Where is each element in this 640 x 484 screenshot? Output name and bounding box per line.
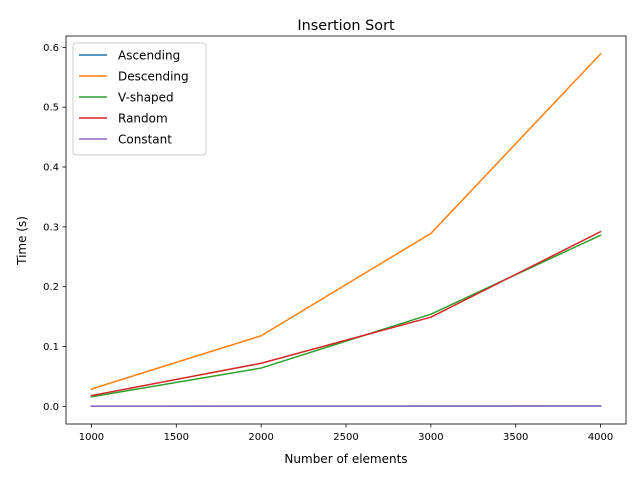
x-tick-label: 1500 (164, 432, 189, 443)
y-tick-label: 0.0 (43, 402, 59, 413)
x-tick-label: 1000 (79, 432, 104, 443)
plot-area: 1000 1500 2000 2500 3000 3500 4000 0.0 0.1 0.2 0.3… (43, 36, 626, 443)
y-tick-label: 0.1 (43, 342, 59, 353)
y-tick-label: 0.4 (43, 163, 59, 174)
y-tick-label: 0.6 (43, 43, 59, 54)
legend-label-descending: Descending (118, 70, 189, 84)
x-axis-label: Number of elements (284, 452, 407, 466)
legend-label-random: Random (118, 112, 168, 126)
x-tick-label: 3000 (418, 432, 443, 443)
chart-title: Insertion Sort (297, 18, 395, 34)
y-tick-label: 0.3 (43, 222, 59, 233)
y-tick-label: 0.2 (43, 282, 59, 293)
legend-label-constant: Constant (118, 133, 172, 147)
legend-label-ascending: Ascending (118, 49, 180, 63)
y-axis-label: Time (s) (15, 216, 29, 266)
x-tick-label: 2000 (248, 432, 273, 443)
y-tick-label: 0.5 (43, 103, 59, 114)
series-line-random (91, 232, 600, 396)
x-tick-label: 2500 (333, 432, 358, 443)
legend-label-v-shaped: V-shaped (118, 91, 174, 105)
legend: Ascending Descending V-shaped Random Constan… (73, 43, 206, 155)
series-line-v-shaped (91, 235, 600, 397)
x-tick-label: 3500 (503, 432, 528, 443)
x-tick-label: 4000 (588, 432, 613, 443)
